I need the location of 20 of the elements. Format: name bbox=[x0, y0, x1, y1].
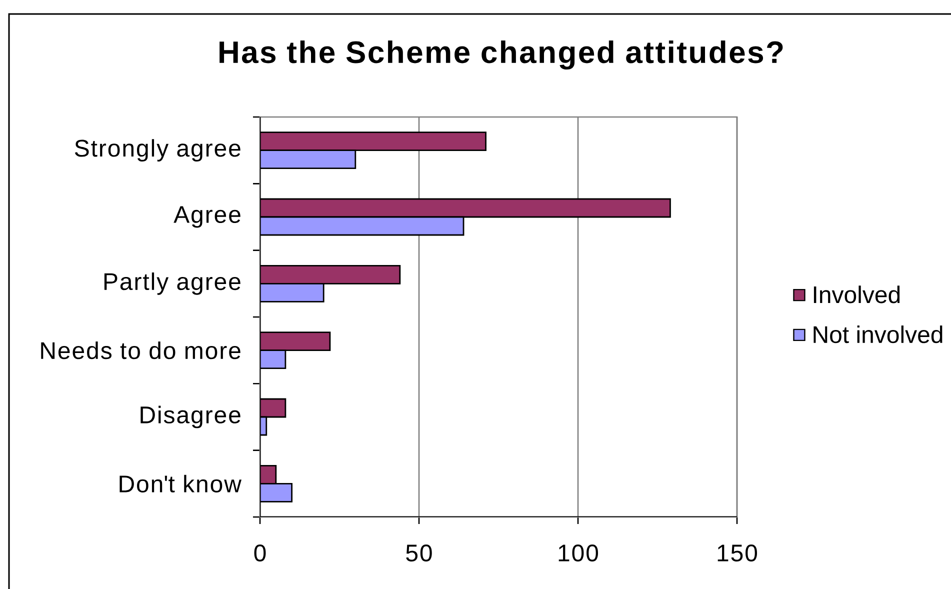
y-tick-label: Strongly agree bbox=[74, 139, 240, 162]
chart-title: Has the Scheme changed attitudes? bbox=[220, 40, 783, 70]
legend-label: Not involved bbox=[814, 325, 942, 344]
bar bbox=[260, 264, 401, 284]
y-tick-label: Needs to do more bbox=[41, 342, 240, 360]
y-tick-label: Disagree bbox=[140, 406, 240, 428]
bar bbox=[260, 132, 486, 152]
bar bbox=[260, 216, 464, 236]
y-tick-label: Agree bbox=[174, 206, 240, 228]
bar bbox=[260, 198, 671, 218]
bar bbox=[260, 282, 324, 302]
y-tick-label: Partly agree bbox=[104, 272, 240, 295]
bar bbox=[260, 332, 331, 352]
legend-label: Involved bbox=[814, 286, 900, 304]
y-tick-label: Don't know bbox=[120, 474, 242, 492]
x-tick-label: 100 bbox=[558, 544, 598, 562]
x-tick-label: 150 bbox=[718, 544, 758, 562]
bar bbox=[260, 150, 356, 170]
x-tick-label: 0 bbox=[254, 544, 266, 562]
x-tick-label: 50 bbox=[406, 544, 432, 562]
